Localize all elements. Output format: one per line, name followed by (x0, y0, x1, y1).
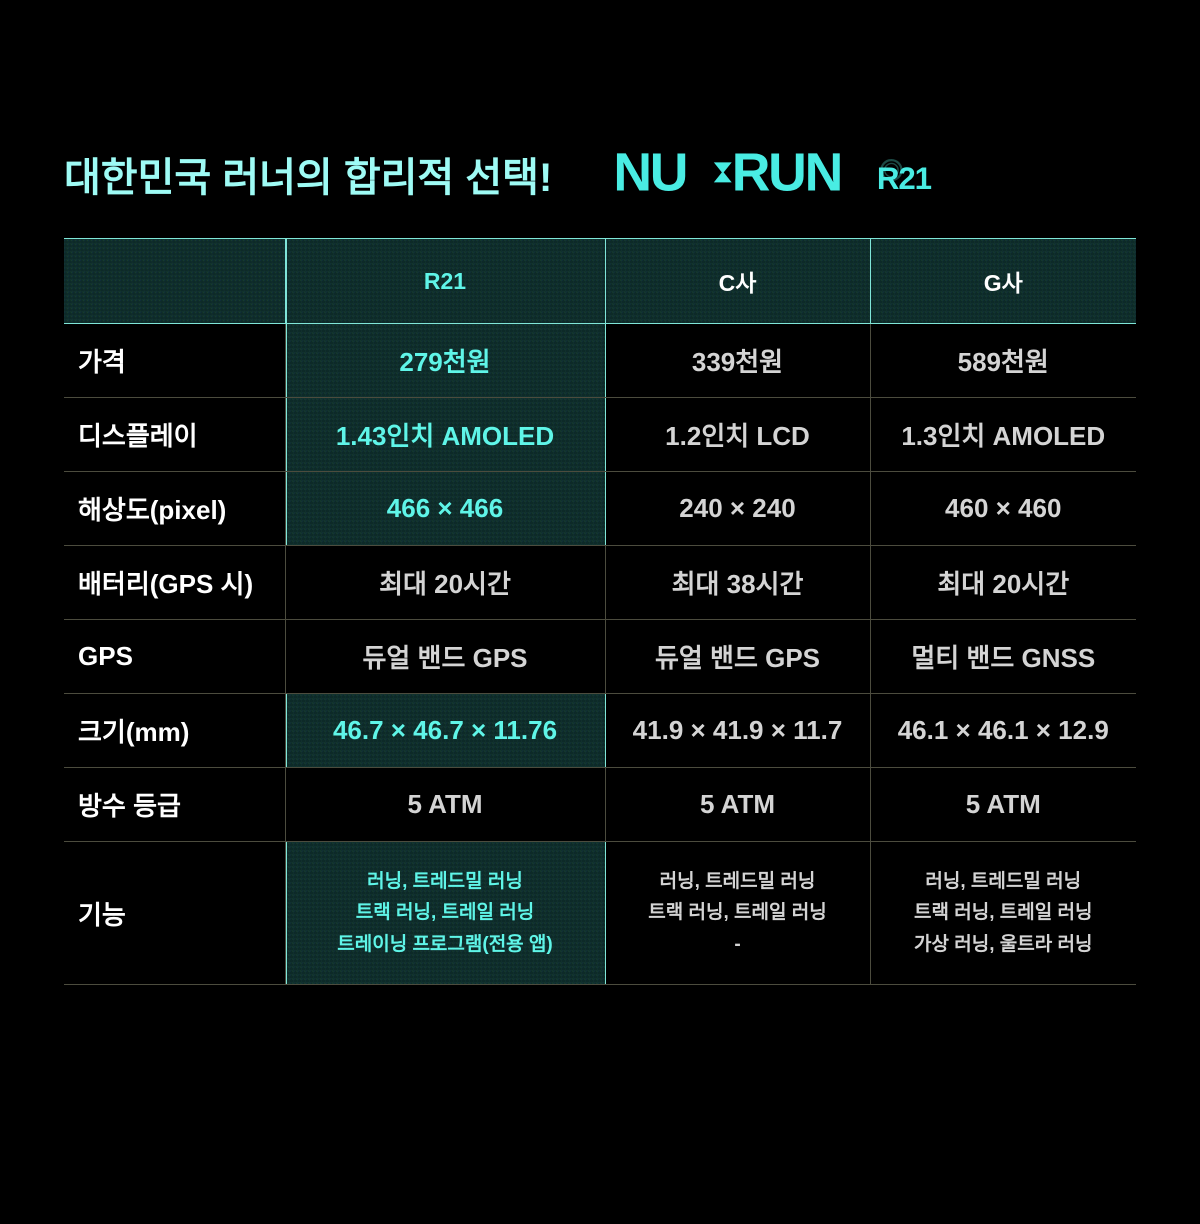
svg-text:NU: NU (614, 142, 687, 202)
svg-text:R21: R21 (877, 161, 932, 196)
svg-text:RUN: RUN (732, 142, 841, 202)
